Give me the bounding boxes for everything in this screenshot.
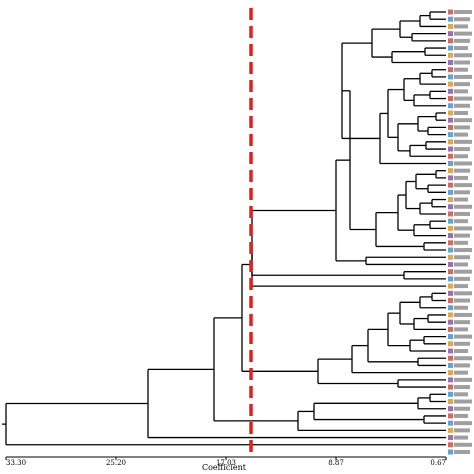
leaf-label <box>448 233 470 239</box>
leaf-label <box>448 319 470 325</box>
leaf-label <box>448 276 470 282</box>
leaf-label <box>448 139 472 145</box>
leaf-label <box>448 38 470 44</box>
leaf-label <box>448 298 470 304</box>
x-axis-title: Coefficient <box>202 463 247 472</box>
leaf-label <box>448 247 472 253</box>
leaf-label <box>448 435 468 441</box>
leaf-label <box>448 290 472 296</box>
leaf-label <box>448 103 470 109</box>
leaf-label <box>448 153 468 159</box>
leaf-label <box>448 305 468 311</box>
x-tick-label: 0.67 <box>430 459 446 467</box>
leaf-label <box>448 160 472 166</box>
x-tick-label: 17.03 <box>216 459 236 467</box>
leaf-label <box>448 355 472 361</box>
leaf-label <box>448 442 472 448</box>
leaf-label <box>448 45 468 51</box>
leaf-label <box>448 362 470 368</box>
leaf-label <box>448 384 470 390</box>
leaf-label <box>448 182 472 188</box>
leaf-label <box>448 197 468 203</box>
leaf-label <box>448 341 470 347</box>
leaf-label <box>448 88 468 94</box>
leaf-label <box>448 334 472 340</box>
leaf-label <box>448 117 472 123</box>
leaf-label <box>448 420 472 426</box>
leaf-label <box>448 81 470 87</box>
leaf-label <box>448 132 468 138</box>
leaf-label <box>448 168 470 174</box>
leaf-label <box>448 312 472 318</box>
leaf-label <box>448 124 470 130</box>
leaf-label <box>448 225 472 231</box>
leaf-label <box>448 146 470 152</box>
leaf-label <box>448 23 468 29</box>
leaf-label <box>448 427 470 433</box>
leaf-label <box>448 189 470 195</box>
leaf-label <box>448 218 468 224</box>
leaf-label <box>448 348 468 354</box>
leaf-label <box>448 59 470 65</box>
leaf-label <box>448 204 472 210</box>
leaf-labels <box>448 9 472 455</box>
leaf-label <box>448 74 472 80</box>
leaf-label <box>448 370 468 376</box>
leaf-label <box>448 254 470 260</box>
leaf-label <box>448 9 472 15</box>
leaf-label <box>448 261 468 267</box>
leaf-label <box>448 399 472 405</box>
leaf-label <box>448 449 470 455</box>
leaf-label <box>448 31 472 37</box>
leaf-label <box>448 211 470 217</box>
x-tick-label: 33.30 <box>6 459 26 467</box>
leaf-label <box>448 391 468 397</box>
leaf-label <box>448 269 472 275</box>
leaf-label <box>448 326 468 332</box>
leaf-label <box>448 175 468 181</box>
leaf-label <box>448 283 468 289</box>
leaf-label <box>448 67 468 73</box>
leaf-label <box>448 96 472 102</box>
leaf-label <box>448 377 472 383</box>
leaf-label <box>448 52 472 58</box>
x-axis-ticks: 33.30 25.20 17.03 8.87 0.67 <box>5 457 447 467</box>
dendrogram-branches <box>2 11 446 446</box>
x-tick-label: 8.87 <box>328 459 344 467</box>
leaf-label <box>448 240 468 246</box>
leaf-label <box>448 413 468 419</box>
leaf-label <box>448 110 468 116</box>
leaf-label <box>448 16 470 22</box>
x-tick-label: 25.20 <box>106 459 126 467</box>
leaf-label <box>448 406 470 412</box>
